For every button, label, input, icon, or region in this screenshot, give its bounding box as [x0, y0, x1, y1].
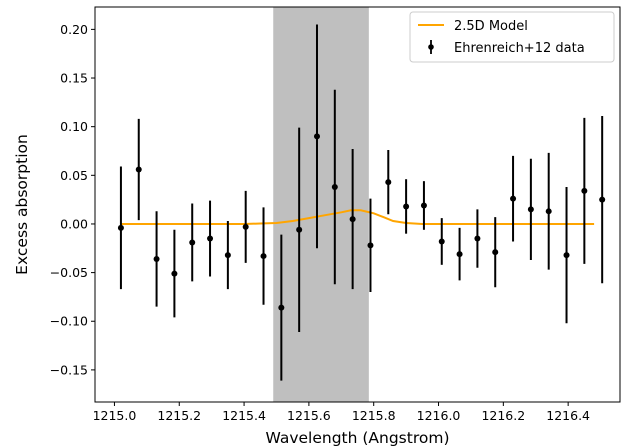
x-tick-label: 1216.4: [546, 408, 590, 423]
shaded-region: [273, 7, 369, 402]
x-axis-label: Wavelength (Angstrom): [265, 429, 449, 447]
y-tick-label: 0.00: [60, 216, 88, 231]
data-point: [420, 202, 427, 209]
data-point: [474, 235, 481, 242]
y-tick-label: 0.10: [60, 119, 88, 134]
model-line: [120, 209, 595, 225]
data-point: [403, 203, 410, 210]
data-point: [224, 252, 231, 259]
x-tick-label: 1215.4: [222, 408, 266, 423]
data-point: [331, 183, 338, 190]
x-tick-label: 1216.0: [417, 408, 461, 423]
data-point: [296, 226, 303, 233]
x-tick-label: 1215.2: [157, 408, 201, 423]
data-point: [135, 166, 142, 173]
legend-data-label: Ehrenreich+12 data: [454, 41, 585, 56]
x-tick-label: 1215.6: [287, 408, 331, 423]
plot-frame: [94, 6, 621, 403]
data-point: [153, 255, 160, 262]
x-tick-label: 1215.0: [93, 408, 137, 423]
data-point: [563, 252, 570, 259]
y-tick-label: 0.15: [60, 71, 88, 86]
data-point: [581, 187, 588, 194]
legend-box: [409, 11, 615, 63]
y-tick-label: 0.20: [60, 22, 88, 37]
legend-model-label: 2.5D Model: [454, 19, 528, 34]
y-tick-label: −0.05: [50, 265, 88, 280]
legend: 2.5D Model Ehrenreich+12 data: [409, 11, 615, 63]
data-point: [385, 179, 392, 186]
data-point: [367, 242, 374, 249]
x-tick-label: 1215.8: [352, 408, 396, 423]
data-point: [510, 195, 517, 202]
data-point: [171, 270, 178, 277]
data-point: [492, 249, 499, 256]
data-point: [313, 133, 320, 140]
data-point: [278, 304, 285, 311]
y-tick-label: −0.15: [50, 362, 88, 377]
data-point: [438, 238, 445, 245]
data-point: [260, 253, 267, 260]
data-point: [545, 208, 552, 215]
data-point: [527, 206, 534, 213]
y-axis-label: Excess absorption: [13, 134, 31, 275]
data-point: [207, 235, 214, 242]
y-tick-label: 0.05: [60, 168, 88, 183]
legend-data-marker: [428, 44, 434, 50]
x-tick-label: 1216.2: [481, 408, 525, 423]
data-point: [456, 251, 463, 258]
data-point: [349, 216, 356, 223]
data-point: [117, 224, 124, 231]
data-point: [189, 239, 196, 246]
y-tick-label: −0.10: [50, 314, 88, 329]
data-point: [599, 196, 606, 203]
data-point: [242, 223, 249, 230]
